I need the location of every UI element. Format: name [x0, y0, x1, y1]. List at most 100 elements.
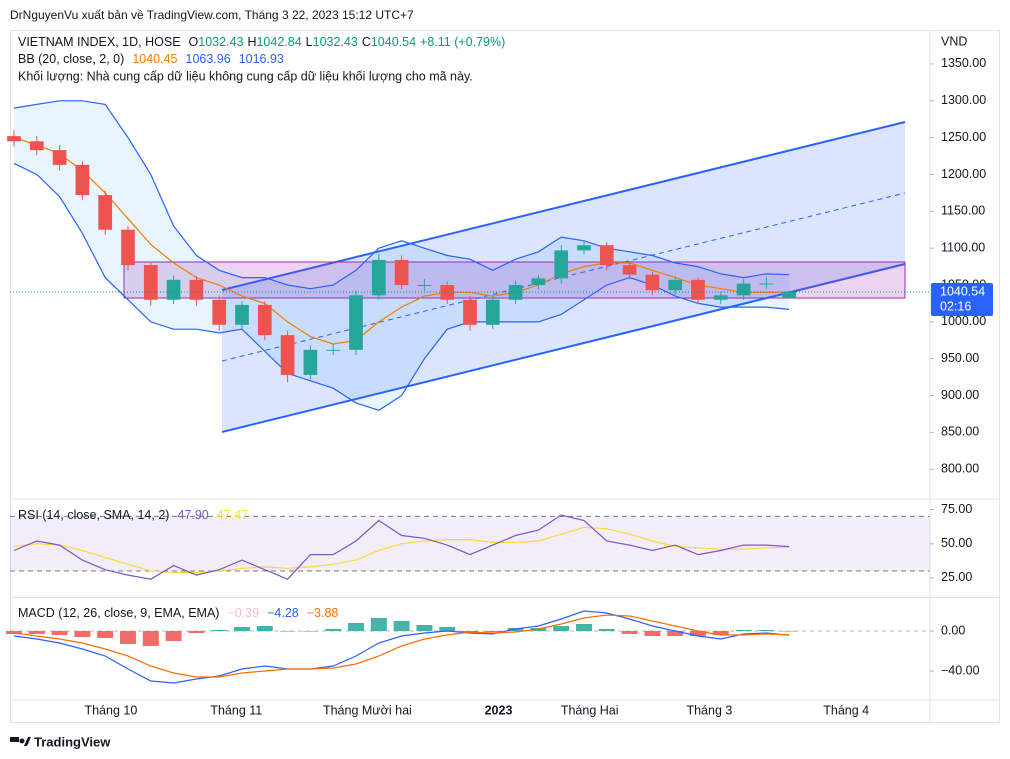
h-label: H	[247, 35, 256, 49]
candle-body	[349, 295, 363, 350]
line-basis	[13, 137, 790, 345]
line-macd	[13, 610, 790, 684]
candle-body	[52, 150, 67, 165]
x-tick-label: 2023	[485, 703, 513, 717]
hist-value: −0.39	[227, 606, 259, 620]
histogram-bar	[758, 630, 775, 631]
price-badge	[931, 282, 993, 316]
candle-body	[7, 136, 21, 142]
candle-body	[166, 279, 181, 300]
bb-upper: 1063.96	[186, 52, 231, 66]
macd-value: −4.28	[267, 606, 299, 620]
histogram-bar	[416, 625, 433, 631]
histogram-bar	[211, 630, 228, 631]
candle-body	[143, 265, 158, 300]
symbol: VIETNAM INDEX, 1D, HOSE	[18, 35, 181, 49]
histogram-bar	[348, 623, 364, 631]
c-label: C	[362, 35, 371, 49]
candle-body	[508, 285, 523, 300]
line-sma	[13, 526, 790, 573]
y-tick-label: 50.00	[941, 536, 972, 550]
candle-body	[554, 250, 569, 279]
bb-lower: 1016.93	[239, 52, 284, 66]
candle-body	[212, 299, 227, 325]
histogram-bar	[120, 631, 136, 644]
histogram-bar	[188, 631, 205, 633]
y-tick-label: −40.00	[941, 663, 980, 677]
histogram-bar	[302, 631, 319, 632]
x-tick-label: Tháng 10	[84, 703, 137, 717]
y-tick-label: 1150.00	[941, 204, 985, 218]
rsi-legend: RSI (14, close, SMA, 14, 2) 47.90 47.47	[18, 508, 248, 522]
signal-value: −3.88	[307, 606, 339, 620]
histogram-bar	[234, 627, 250, 631]
histogram-bar	[256, 626, 273, 631]
histogram-bar	[325, 629, 342, 631]
histogram-bar	[621, 631, 638, 634]
rsi-sma-value: 47.47	[217, 508, 248, 522]
y-tick-label: 1250.00	[941, 130, 986, 144]
histogram-bar	[576, 624, 592, 631]
bb-title: BB (20, close, 2, 0)	[18, 52, 124, 66]
candle-body	[326, 349, 341, 351]
x-tick-label: Tháng 4	[823, 703, 869, 717]
candle-body	[577, 245, 591, 251]
line-lower	[13, 162, 790, 411]
histogram-bar	[712, 631, 729, 635]
candle-body	[235, 304, 249, 325]
rsi-value: 47.90	[177, 508, 208, 522]
y-tick-label: 75.00	[941, 502, 972, 516]
l-label: L	[306, 35, 313, 49]
histogram-bar	[51, 631, 68, 635]
y-tick-label: 1200.00	[941, 167, 986, 181]
x-tick-label: Tháng 3	[686, 703, 732, 717]
histogram-bar	[735, 630, 752, 631]
publisher: DrNguyenVu xuất bản về TradingView.com, …	[10, 8, 414, 22]
histogram-bar	[6, 631, 22, 634]
logo-text: TradingView	[34, 734, 111, 749]
change: +8.11 (+0.79%)	[420, 35, 505, 49]
candle-body	[622, 265, 637, 275]
candle-body	[782, 291, 797, 298]
candle-body	[463, 299, 477, 325]
histogram-bar	[553, 626, 570, 631]
h-value: 1042.84	[256, 35, 301, 49]
histogram-bar	[370, 618, 387, 631]
price-badge-countdown: 02:16	[940, 299, 971, 313]
logo-icon	[19, 738, 25, 744]
histogram-bar	[690, 631, 706, 636]
y-tick-label: 950.00	[941, 351, 979, 365]
histogram-bar	[644, 631, 661, 636]
histogram-bar	[165, 631, 182, 641]
macd-legend: MACD (12, 26, close, 9, EMA, EMA) −0.39 −4…	[18, 606, 338, 620]
candle-body	[29, 141, 44, 151]
candle-body	[599, 245, 614, 266]
candle-body	[280, 335, 295, 375]
x-tick-label: Tháng 11	[210, 703, 262, 717]
y-tick-label: 900.00	[941, 388, 979, 402]
y-tick-label: 800.00	[941, 462, 979, 476]
l-value: 1032.43	[313, 35, 358, 49]
y-tick-label: 25.00	[941, 570, 972, 584]
y-tick-label: 850.00	[941, 425, 979, 439]
candle-body	[75, 164, 90, 196]
candle-body	[736, 283, 751, 296]
line-rsi	[13, 514, 790, 580]
price-badge-value: 1040.54	[940, 284, 985, 298]
histogram-bar	[97, 631, 114, 638]
histogram-bar	[393, 621, 410, 631]
candle-body	[691, 279, 705, 300]
candle-body	[394, 259, 409, 286]
candle-body	[303, 349, 318, 375]
y-tick-label: 1000.00	[941, 314, 986, 328]
currency: VND	[941, 34, 967, 48]
histogram-bar	[74, 631, 91, 637]
frame	[10, 30, 1000, 723]
line-upper	[13, 100, 790, 290]
candle-body	[189, 279, 204, 300]
histogram-bar	[781, 631, 798, 632]
macd-title: MACD (12, 26, close, 9, EMA, EMA)	[18, 606, 219, 620]
x-tick-label: Tháng Mười hai	[323, 703, 412, 717]
rsi-band	[10, 516, 930, 572]
